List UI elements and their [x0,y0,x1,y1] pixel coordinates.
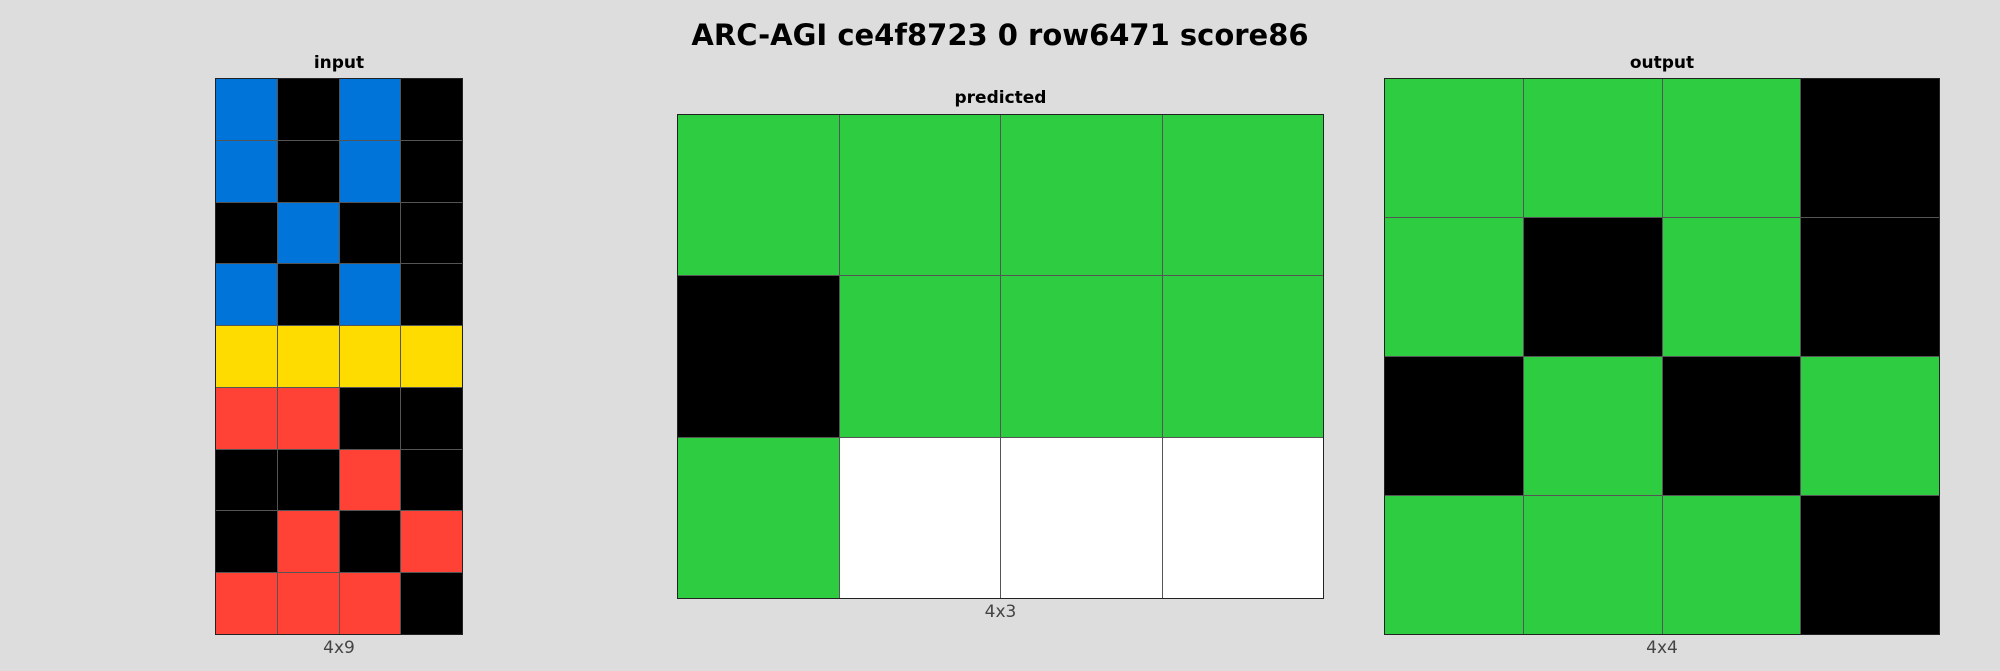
input-cell [340,450,401,511]
input-cell [278,573,339,634]
input-cell [216,450,277,511]
input-panel-label: input [215,53,463,73]
output-cell [1801,79,1939,217]
input-cell [401,573,462,634]
output-grid [1384,78,1940,635]
output-cell [1801,218,1939,356]
input-cell [278,203,339,264]
input-cell [340,203,401,264]
input-cell [278,79,339,140]
input-cell [401,264,462,325]
input-cell [216,511,277,572]
input-cell [401,203,462,264]
input-cell [401,141,462,202]
input-cell [216,264,277,325]
output-cell [1663,357,1801,495]
output-cell [1801,496,1939,634]
output-dims-label: 4x4 [1384,638,1940,658]
predicted-panel-label: predicted [677,88,1324,108]
input-cell [216,326,277,387]
predicted-cell [840,115,1001,275]
output-cell [1524,218,1662,356]
input-grid [215,78,463,635]
input-cell [278,511,339,572]
predicted-cell [1001,438,1162,598]
input-cell [401,388,462,449]
predicted-dims-label: 4x3 [677,602,1324,622]
input-cell [216,573,277,634]
predicted-cell [840,438,1001,598]
input-cell [278,141,339,202]
predicted-cell [1001,276,1162,436]
input-cell [340,264,401,325]
input-cell [340,388,401,449]
output-cell [1385,218,1523,356]
input-cell [278,450,339,511]
input-cell [278,264,339,325]
input-cell [216,79,277,140]
input-cell [340,141,401,202]
output-cell [1385,357,1523,495]
output-cell [1524,79,1662,217]
output-cell [1385,79,1523,217]
output-cell [1663,218,1801,356]
page-title: ARC-AGI ce4f8723 0 row6471 score86 [0,18,2000,52]
predicted-cell [840,276,1001,436]
predicted-cell [1001,115,1162,275]
predicted-cell [1163,438,1324,598]
input-cell [278,326,339,387]
output-cell [1524,496,1662,634]
predicted-cell [678,276,839,436]
output-cell [1663,496,1801,634]
input-cell [340,573,401,634]
predicted-cell [678,115,839,275]
input-cell [401,511,462,572]
input-cell [216,388,277,449]
input-dims-label: 4x9 [215,638,463,658]
output-cell [1801,357,1939,495]
input-cell [340,326,401,387]
output-cell [1385,496,1523,634]
input-cell [278,388,339,449]
output-panel-label: output [1384,53,1940,73]
input-cell [401,79,462,140]
output-cell [1663,79,1801,217]
predicted-grid [677,114,1324,599]
input-cell [401,450,462,511]
input-cell [401,326,462,387]
output-cell [1524,357,1662,495]
input-cell [216,141,277,202]
predicted-cell [1163,276,1324,436]
predicted-cell [1163,115,1324,275]
input-cell [216,203,277,264]
predicted-cell [678,438,839,598]
input-cell [340,511,401,572]
input-cell [340,79,401,140]
